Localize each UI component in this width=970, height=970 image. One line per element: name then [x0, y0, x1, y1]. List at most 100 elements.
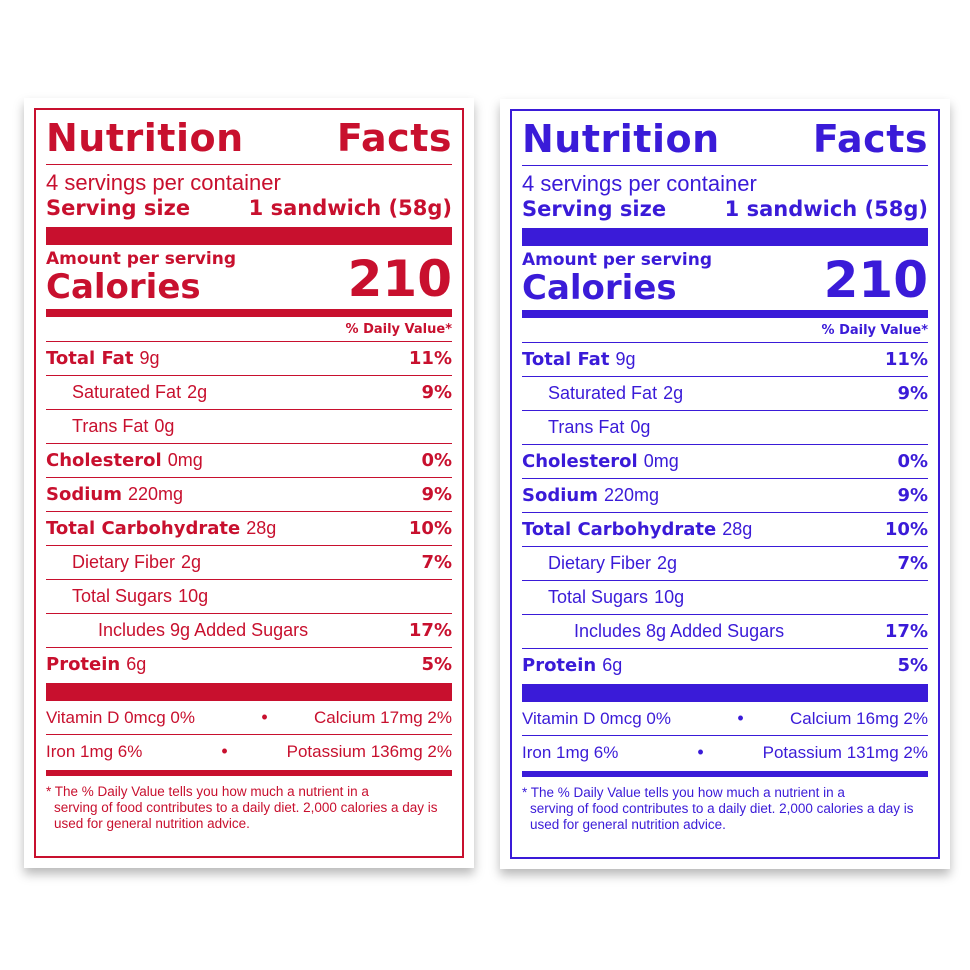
nutrient-name-group: Total Carbohydrate 28g — [46, 518, 276, 539]
nutrient-daily-value: 0% — [421, 450, 452, 471]
thick-divider — [522, 684, 928, 702]
nutrient-daily-value: 10% — [884, 519, 928, 540]
nutrient-amount: 2g — [187, 382, 208, 402]
nutrient-name: Protein — [522, 655, 597, 676]
vitamin-right: Potassium 136mg 2% — [286, 741, 452, 761]
nutrient-name-group: Dietary Fiber 2g — [46, 552, 201, 573]
nutrient-amount: 10g — [178, 586, 209, 606]
nutrient-name: Trans Fat — [72, 416, 149, 436]
nutrient-list: Total Fat 9g 11% Saturated Fat 2g 9% Trans Fat… — [522, 342, 928, 682]
vitamin-row: Iron 1mg 6% • Potassium 131mg 2% — [522, 735, 928, 769]
nutrient-name-group: Total Sugars 10g — [522, 587, 684, 608]
nutrient-row: Total Carbohydrate 28g 10% — [522, 512, 928, 546]
nutrient-row: Total Fat 9g 11% — [522, 342, 928, 376]
nutrient-name: Includes 8g Added Sugars — [574, 621, 785, 641]
medium-divider — [46, 770, 452, 776]
nutrient-amount: 2g — [657, 553, 678, 573]
footnote-line: * The % Daily Value tells you how much a… — [46, 784, 369, 799]
serving-size-label: Serving size — [522, 197, 667, 221]
nutrient-daily-value: 11% — [884, 349, 928, 370]
nutrient-row: Dietary Fiber 2g 7% — [46, 545, 452, 579]
nutrient-daily-value: 7% — [421, 552, 452, 573]
title-facts: Facts — [336, 116, 452, 160]
nutrient-row: Saturated Fat 2g 9% — [46, 375, 452, 409]
nutrient-name-group: Trans Fat 0g — [522, 417, 650, 438]
nutrient-name: Saturated Fat — [72, 382, 182, 402]
nutrient-name: Total Carbohydrate — [522, 519, 717, 540]
nutrition-label: Nutrition Facts 4 servings per container… — [510, 109, 940, 859]
vitamin-right: Calcium 17mg 2% — [314, 707, 452, 727]
nutrient-row: Trans Fat 0g — [46, 409, 452, 443]
calories-value: 210 — [823, 251, 928, 309]
nutrient-name-group: Total Fat 9g — [46, 348, 159, 369]
amount-per-serving: Amount per serving — [46, 249, 237, 269]
nutrient-daily-value: 5% — [897, 655, 928, 676]
footnote-line: serving of food contributes to a daily d… — [54, 800, 438, 831]
vitamin-left: Iron 1mg 6% — [522, 742, 619, 762]
servings-per-container: 4 servings per container — [522, 171, 757, 196]
title-facts: Facts — [812, 117, 928, 161]
serving-size-label: Serving size — [46, 196, 191, 220]
nutrition-label-card-left: Nutrition Facts 4 servings per container… — [24, 98, 474, 868]
nutrient-row: Includes 8g Added Sugars 17% — [522, 614, 928, 648]
nutrient-row: Total Carbohydrate 28g 10% — [46, 511, 452, 545]
nutrient-amount: 2g — [181, 552, 202, 572]
nutrient-name-group: Saturated Fat 2g — [522, 383, 683, 404]
nutrient-amount: 6g — [602, 655, 623, 675]
nutrient-amount: 0g — [630, 417, 651, 437]
nutrient-name: Sodium — [46, 484, 122, 505]
nutrient-name: Sodium — [522, 485, 598, 506]
vitamin-row: Vitamin D 0mcg 0% • Calcium 16mg 2% — [522, 702, 928, 735]
nutrient-name: Total Sugars — [548, 587, 649, 607]
title-nutrition: Nutrition — [46, 116, 244, 160]
bullet-separator: • — [737, 708, 744, 728]
nutrient-row: Cholesterol 0mg 0% — [46, 443, 452, 477]
nutrient-amount: 0g — [154, 416, 175, 436]
nutrient-name: Protein — [46, 654, 121, 675]
nutrient-name: Total Sugars — [72, 586, 173, 606]
daily-value-header: % Daily Value* — [821, 323, 928, 338]
nutrient-name: Cholesterol — [522, 451, 638, 472]
footnote-line: * The % Daily Value tells you how much a… — [522, 785, 845, 800]
thick-divider — [46, 683, 452, 701]
calories-value: 210 — [347, 250, 452, 308]
bullet-separator: • — [221, 741, 228, 761]
servings-per-container: 4 servings per container — [46, 170, 281, 195]
nutrient-row: Total Fat 9g 11% — [46, 341, 452, 375]
nutrient-name: Total Carbohydrate — [46, 518, 241, 539]
nutrient-name-group: Sodium 220mg — [522, 485, 659, 506]
nutrient-name-group: Total Sugars 10g — [46, 586, 208, 607]
calories-row: Amount per serving Calories 210 — [46, 249, 452, 305]
nutrient-name-group: Protein 6g — [522, 655, 622, 676]
nutrient-row: Dietary Fiber 2g 7% — [522, 546, 928, 580]
vitamin-left: Vitamin D 0mcg 0% — [522, 708, 671, 728]
medium-divider — [522, 771, 928, 777]
nutrient-row: Total Sugars 10g — [522, 580, 928, 614]
calories-label: Calories — [46, 267, 201, 307]
nutrition-label: Nutrition Facts 4 servings per container… — [34, 108, 464, 858]
vitamin-right: Potassium 131mg 2% — [762, 742, 928, 762]
nutrient-name: Total Fat — [46, 348, 134, 369]
vitamin-row: Iron 1mg 6% • Potassium 136mg 2% — [46, 734, 452, 768]
nutrient-name-group: Includes 9g Added Sugars — [46, 620, 314, 641]
nutrient-name: Dietary Fiber — [72, 552, 176, 572]
nutrient-name-group: Includes 8g Added Sugars — [522, 621, 790, 642]
nutrient-daily-value: 9% — [897, 485, 928, 506]
nutrient-amount: 6g — [126, 654, 147, 674]
divider — [46, 164, 452, 165]
nutrient-daily-value: 17% — [408, 620, 452, 641]
daily-value-header: % Daily Value* — [345, 322, 452, 337]
nutrient-daily-value: 17% — [884, 621, 928, 642]
bullet-separator: • — [261, 707, 268, 727]
nutrient-row: Sodium 220mg 9% — [522, 478, 928, 512]
nutrient-row: Saturated Fat 2g 9% — [522, 376, 928, 410]
footnote-line: serving of food contributes to a daily d… — [530, 801, 914, 832]
thick-divider — [46, 227, 452, 245]
serving-size-row: Serving size 1 sandwich (58g) — [46, 195, 452, 221]
thick-divider — [522, 228, 928, 246]
calories-row: Amount per serving Calories 210 — [522, 250, 928, 306]
serving-size-row: Serving size 1 sandwich (58g) — [522, 196, 928, 222]
nutrient-daily-value: 9% — [421, 484, 452, 505]
nutrient-daily-value: 7% — [897, 553, 928, 574]
nutrient-row: Total Sugars 10g — [46, 579, 452, 613]
